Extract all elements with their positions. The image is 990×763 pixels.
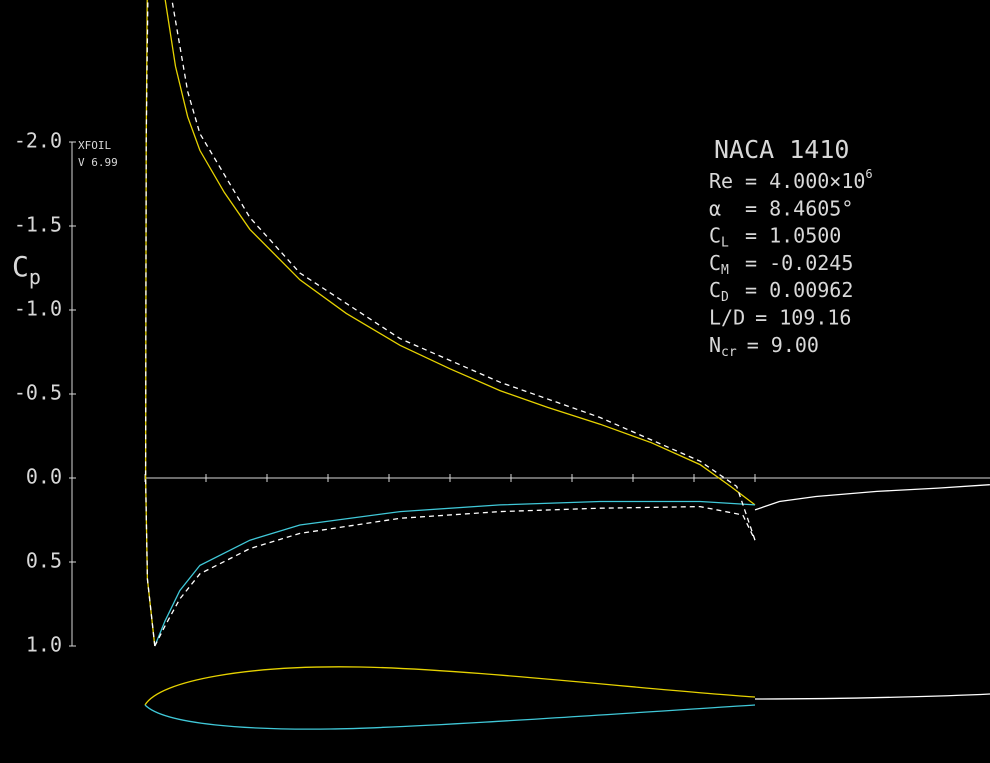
param-value-text: = 4.000×10 — [745, 169, 865, 193]
param-value: = 1.0500 — [745, 223, 841, 247]
y-label-sub: p — [29, 265, 41, 289]
param-value-text: = 1.0500 — [745, 223, 841, 247]
param-value-text: = -0.0245 — [745, 250, 853, 274]
param-superscript: 6 — [865, 167, 872, 181]
y-tick-label: 0.5 — [26, 549, 62, 573]
cp-curve — [144, 0, 756, 647]
param-value: = 109.16 — [755, 305, 851, 329]
airfoil-lower — [144, 704, 756, 730]
param-symbol: Ncr — [709, 332, 737, 359]
param-symbol-main: C — [709, 278, 721, 302]
y-tick-label: 0.0 — [26, 465, 62, 489]
chart-title: NACA 1410 — [714, 135, 849, 164]
param-value-text: = 9.00 — [747, 332, 819, 356]
wake — [754, 693, 990, 700]
y-tick-label: 1.0 — [26, 633, 62, 657]
param-subscript: cr — [721, 344, 737, 359]
param-symbol-main: C — [709, 223, 721, 247]
param-symbol-main: L/D — [709, 305, 745, 329]
param-value: = 9.00 — [747, 332, 819, 356]
param-symbol-main: N — [709, 332, 721, 356]
y-label-main: C — [12, 250, 29, 283]
param-symbol: Re — [709, 169, 733, 193]
param-symbol: L/D — [709, 305, 745, 329]
param-value: = -0.0245 — [745, 250, 853, 274]
param-symbol: CM — [709, 250, 729, 277]
airfoil — [144, 666, 990, 730]
param-symbol-main: α — [709, 196, 721, 220]
param-symbol: α — [709, 196, 721, 220]
cp-curve — [154, 505, 756, 647]
param-symbol-main: Re — [709, 169, 733, 193]
version-label: V 6.99 — [78, 156, 118, 169]
param-subscript: L — [721, 235, 729, 250]
param-symbol: CL — [709, 223, 729, 250]
y-tick-label: -1.0 — [14, 297, 62, 321]
cp-curve — [144, 0, 756, 647]
param-subscript: D — [721, 290, 729, 305]
cp-curve — [754, 484, 990, 511]
param-subscript: M — [721, 262, 729, 277]
param-value: = 8.4605° — [745, 196, 853, 220]
param-value-text: = 0.00962 — [745, 278, 853, 302]
param-value-text: = 109.16 — [755, 305, 851, 329]
param-value: = 4.000×106 — [745, 167, 873, 193]
y-tick-label: -2.0 — [14, 129, 62, 153]
airfoil-upper — [144, 666, 756, 706]
param-symbol-main: C — [709, 250, 721, 274]
param-symbol: CD — [709, 278, 729, 305]
param-value: = 0.00962 — [745, 278, 853, 302]
program-label: XFOIL — [78, 139, 111, 152]
curves — [144, 0, 990, 647]
y-axis-label: Cp — [12, 250, 41, 289]
y-tick-label: -0.5 — [14, 381, 62, 405]
param-value-text: = 8.4605° — [745, 196, 853, 220]
cp-curve — [154, 500, 756, 647]
y-tick-label: -1.5 — [14, 213, 62, 237]
